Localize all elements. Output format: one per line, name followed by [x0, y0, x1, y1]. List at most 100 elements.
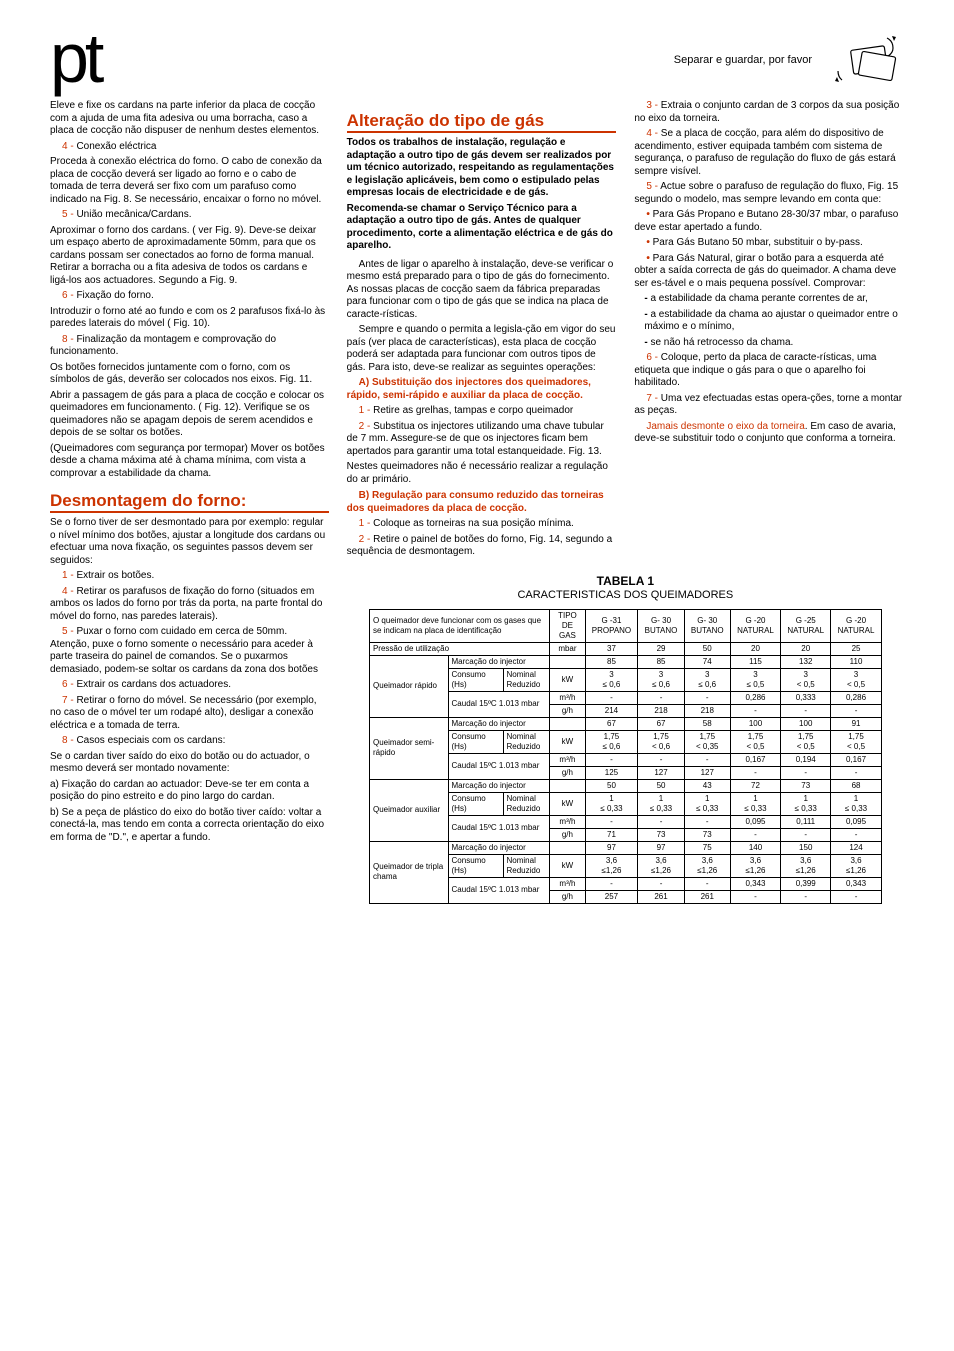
step-num: 3 - — [646, 100, 660, 111]
table-cell: 73 — [638, 828, 684, 841]
table-cell: - — [730, 704, 780, 717]
b2-text: Para Gás Butano 50 mbar, substituir o by… — [653, 237, 863, 248]
s5-text: Actue sobre o parafuso de regulação do f… — [634, 181, 898, 205]
table-titles: TABELA 1 CARACTERISTICAS DOS QUEIMADORES — [347, 574, 904, 603]
table-unit: g/h — [550, 890, 585, 903]
table-cell: 29 — [638, 642, 684, 655]
table-col-header: G -20 NATURAL — [730, 609, 780, 642]
table-cell: 73 — [684, 828, 730, 841]
table-cell: 67 — [638, 717, 684, 730]
table-cell: 3,6≤1,26 — [831, 854, 881, 877]
c3-s4: 4 - Se a placa de cocção, para além do d… — [634, 128, 904, 178]
d1: 1 - Extrair os botões. — [50, 570, 329, 583]
B2-text: Retire o painel de botões do forno, Fig.… — [347, 534, 613, 558]
table-unit: m³/h — [550, 753, 585, 766]
language-code: pt — [50, 30, 100, 86]
detach-icon — [832, 30, 904, 90]
d1-text: Extrair os botões. — [76, 570, 154, 581]
step-num: 7 - — [646, 393, 660, 404]
c1-step5: 5 - União mecânica/Cardans. — [50, 209, 329, 222]
table-cell: - — [730, 890, 780, 903]
table-cell: 0,167 — [730, 753, 780, 766]
table-col-header: G- 30 BUTANO — [684, 609, 730, 642]
d6-text: Extrair os cardans dos actuadores. — [76, 679, 231, 690]
step-num: 1 - — [359, 405, 373, 416]
table-cell: 50 — [684, 642, 730, 655]
d7-text: Retirar o forno do móvel. Se necessário … — [50, 695, 317, 731]
table-cell: 1≤ 0,33 — [585, 792, 638, 815]
table-burner-name: Queimador de tripla chama — [369, 841, 448, 903]
step-num: 7 - — [62, 695, 76, 706]
table-cell: 0,095 — [831, 815, 881, 828]
jamais-red: Jamais desmonte o eixo da torneira — [646, 421, 804, 432]
c3-dash3: - se não há retrocesso da chama. — [634, 337, 904, 350]
table-cell: 1≤ 0,33 — [684, 792, 730, 815]
alteracao-title: Alteração do tipo de gás — [347, 110, 617, 133]
table-cell: 0,194 — [781, 753, 831, 766]
table-cell: 43 — [684, 779, 730, 792]
table-consumo: Consumo (Hs) — [448, 854, 503, 877]
dash1-text: a estabilidade da chama perante corrente… — [650, 293, 867, 304]
c2-bold1: Todos os trabalhos de instalação, regula… — [347, 137, 617, 200]
c1-step4: 4 - Conexão eléctrica — [50, 141, 329, 154]
table-cell: 127 — [638, 766, 684, 779]
table-cell: 25 — [831, 642, 881, 655]
table-cell: - — [585, 815, 638, 828]
d8: 8 - Casos especiais com os cardans: — [50, 735, 329, 748]
d5: 5 - Puxar o forno com cuidado em cerca d… — [50, 626, 329, 676]
table-cell: 20 — [730, 642, 780, 655]
step-title: União mecânica/Cardans. — [76, 209, 191, 220]
table-cell: - — [585, 877, 638, 890]
c2-A1: 1 - Retire as grelhas, tampas e corpo qu… — [347, 405, 617, 418]
table-cell: 3,6≤1,26 — [585, 854, 638, 877]
c3-dash1: - a estabilidade da chama perante corren… — [634, 293, 904, 306]
table-cell: 1≤ 0,33 — [781, 792, 831, 815]
table-nom-red: NominalReduzido — [503, 792, 550, 815]
table-cell: 50 — [585, 779, 638, 792]
table-consumo: Consumo (Hs) — [448, 792, 503, 815]
desmontagem-title: Desmontagem do forno: — [50, 490, 329, 513]
column-3: 3 - Extraia o conjunto cardan de 3 corpo… — [634, 100, 904, 562]
table-cell: - — [684, 753, 730, 766]
table-cell: 37 — [585, 642, 638, 655]
page-header: pt Separar e guardar, por favor — [50, 30, 904, 90]
table-cell: 97 — [638, 841, 684, 854]
step-num: 6 - — [646, 352, 660, 363]
step-num: 5 - — [62, 626, 76, 637]
table-cell: - — [684, 691, 730, 704]
step-title: Conexão eléctrica — [76, 141, 156, 152]
c2-B-title: B) Regulação para consumo reduzido das t… — [347, 490, 617, 515]
columns-2-3: Alteração do tipo de gás Todos os trabal… — [347, 100, 904, 904]
table-marcacao: Marcação do injector — [448, 717, 550, 730]
c3-jamais: Jamais desmonte o eixo da torneira. Em c… — [634, 421, 904, 446]
table-cell: - — [730, 766, 780, 779]
d8-title: Casos especiais com os cardans: — [76, 735, 225, 746]
table-cell: 1,75< 0,5 — [781, 730, 831, 753]
table-cell: 3,6≤1,26 — [781, 854, 831, 877]
table-cell: 1,75< 0,5 — [831, 730, 881, 753]
c2-A2b: Nestes queimadores não é necessário real… — [347, 461, 617, 486]
table-cell: 85 — [585, 655, 638, 668]
table-cell: 100 — [730, 717, 780, 730]
table-cell: 124 — [831, 841, 881, 854]
d8-a: a) Fixação do cardan ao actuador: Deve-s… — [50, 779, 329, 804]
table-cell: 3≤ 0,6 — [638, 668, 684, 691]
table-unit: g/h — [550, 766, 585, 779]
step-title: Finalização da montagem e comprovação do… — [50, 334, 276, 358]
b1-text: Para Gás Propano e Butano 28-30/37 mbar,… — [634, 209, 898, 233]
dash2-text: a estabilidade da chama ao ajustar o que… — [644, 309, 898, 333]
table-cell: 3,6≤1,26 — [730, 854, 780, 877]
table-unit: m³/h — [550, 691, 585, 704]
step-num: 4 - — [62, 141, 76, 152]
b3-text: Para Gás Natural, girar o botão para a e… — [634, 253, 896, 289]
c1-step5-body: Aproximar o forno dos cardans. ( ver Fig… — [50, 225, 329, 288]
desmont-intro: Se o forno tiver de ser desmontado para … — [50, 517, 329, 567]
d6: 6 - Extrair os cardans dos actuadores. — [50, 679, 329, 692]
table-cell: - — [831, 828, 881, 841]
step-num: 5 - — [62, 209, 76, 220]
table-cell: 91 — [831, 717, 881, 730]
c1-step8: 8 - Finalização da montagem e comprovaçã… — [50, 334, 329, 359]
column-1: Eleve e fixe os cardans na parte inferio… — [50, 100, 329, 904]
table-cell: 257 — [585, 890, 638, 903]
table-consumo: Consumo (Hs) — [448, 668, 503, 691]
